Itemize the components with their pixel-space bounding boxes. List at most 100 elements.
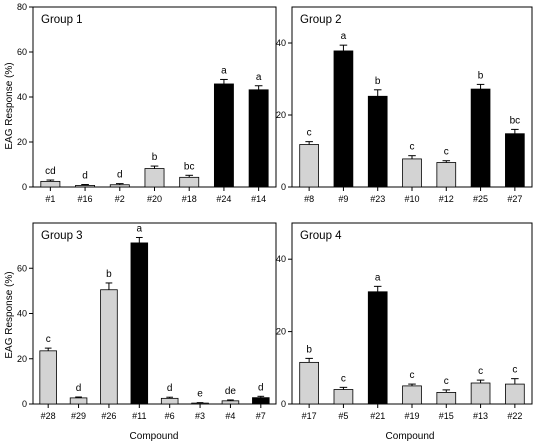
significance-letter: c [341,373,346,384]
significance-letter: a [256,72,262,83]
bar-c12 [436,162,457,188]
bar-c22 [505,383,525,405]
x-tick-label: #24 [216,194,231,204]
chart-panels: Group 1020406080cd#1d#16d#2b#20bc#18a#24… [17,2,533,421]
x-tick-label: #25 [473,194,488,204]
bar-c9 [333,50,354,188]
bar-c7 [252,397,270,405]
bar-c21 [367,291,388,405]
significance-letter: c [444,376,449,387]
x-tick-label: #29 [71,411,86,421]
significance-letter: a [221,65,227,76]
x-tick-label: #6 [165,411,175,421]
x-tick-label: #1 [45,194,55,204]
significance-letter: d [258,382,264,393]
panel-1: Group 1 0 20 40 60 80 cd #1 d #16 d #2 b #20 bc #18 a #24… [17,2,277,204]
significance-letter: a [341,31,347,42]
x-axis-label-right: Compound [386,431,435,442]
bar-c6 [160,397,179,405]
bar-c11 [130,242,149,405]
significance-letter: d [82,171,88,182]
bar-c16 [75,185,96,188]
x-tick-label: #7 [256,411,266,421]
significance-letter: a [375,272,381,283]
x-tick-label: #8 [304,194,314,204]
bar-c25 [470,88,491,188]
x-tick-label: #13 [473,411,488,421]
bar-c10 [402,158,422,188]
y-tick-label: 60 [17,47,27,57]
x-tick-label: #9 [338,194,348,204]
significance-letter: c [307,128,312,139]
y-axis-label-top: EAG Response (%) [4,62,15,149]
significance-letter: b [375,76,381,87]
x-tick-label: #5 [338,411,348,421]
x-tick-label: #11 [132,411,146,421]
y-tick-label: 40 [17,92,27,102]
bar-c1 [40,180,61,188]
bar-c8 [299,144,319,188]
panel-title: Group 2 [300,14,342,26]
significance-letter: c [444,147,449,158]
x-tick-label: #27 [507,194,522,204]
x-tick-label: #28 [41,411,56,421]
x-tick-label: #20 [147,194,162,204]
y-tick-label: 0 [281,399,286,409]
bar-c27 [505,133,525,188]
y-tick-label: 80 [17,2,27,12]
bar-c19 [402,385,422,405]
plot-frame [32,222,277,405]
bar-c13 [470,382,491,405]
significance-letter: b [306,344,312,355]
significance-letter: e [197,389,203,400]
significance-letter: d [76,383,82,394]
bar-c4 [221,400,240,405]
significance-letter: a [137,223,143,234]
y-tick-label: 40 [276,254,286,264]
x-tick-label: #4 [225,411,235,421]
significance-letter: bc [510,115,521,126]
panel-title: Group 1 [41,14,83,26]
bar-c17 [299,361,319,405]
x-tick-label: #3 [195,411,205,421]
y-tick-label: 20 [17,354,27,364]
x-tick-label: #16 [78,194,93,204]
bar-c5 [333,389,354,405]
y-tick-label: 20 [276,110,286,120]
bar-c15 [436,392,457,405]
bar-c24 [213,83,234,188]
x-tick-label: #17 [302,411,317,421]
panel-title: Group 4 [300,230,342,242]
x-axis-label-left: Compound [130,431,179,442]
x-tick-label: #10 [404,194,419,204]
y-tick-label: 0 [281,182,286,192]
y-tick-label: 60 [17,263,27,273]
panel-2: Group 2 0 20 40 c #8 a #9 b #23 c #10 c #12 b #25 bc #27 [276,6,533,204]
bar-c23 [367,95,388,188]
significance-letter: bc [184,161,195,172]
significance-letter: b [152,152,158,163]
x-tick-label: #12 [439,194,454,204]
y-axis-label-bottom: EAG Response (%) [4,271,15,358]
significance-letter: de [225,386,237,397]
significance-letter: b [106,269,112,280]
significance-letter: c [478,366,483,377]
significance-letter: d [167,383,173,394]
x-tick-label: #21 [370,411,385,421]
significance-letter: d [117,170,123,181]
x-tick-label: #22 [507,411,522,421]
significance-letter: c [512,365,517,376]
y-tick-label: 20 [17,137,27,147]
x-tick-label: #18 [182,194,197,204]
x-tick-label: #26 [101,411,116,421]
panel-title: Group 3 [41,230,83,242]
y-tick-label: 0 [22,399,27,409]
y-tick-label: 0 [22,182,27,192]
panel-3: Group 3 0 20 40 60 c #28 d #29 b #26 a #11 d #6 e #3 de #4… [17,222,277,421]
y-tick-label: 40 [276,38,286,48]
y-tick-label: 20 [276,327,286,337]
significance-letter: c [46,334,51,345]
x-tick-label: #23 [370,194,385,204]
significance-letter: b [478,70,484,81]
